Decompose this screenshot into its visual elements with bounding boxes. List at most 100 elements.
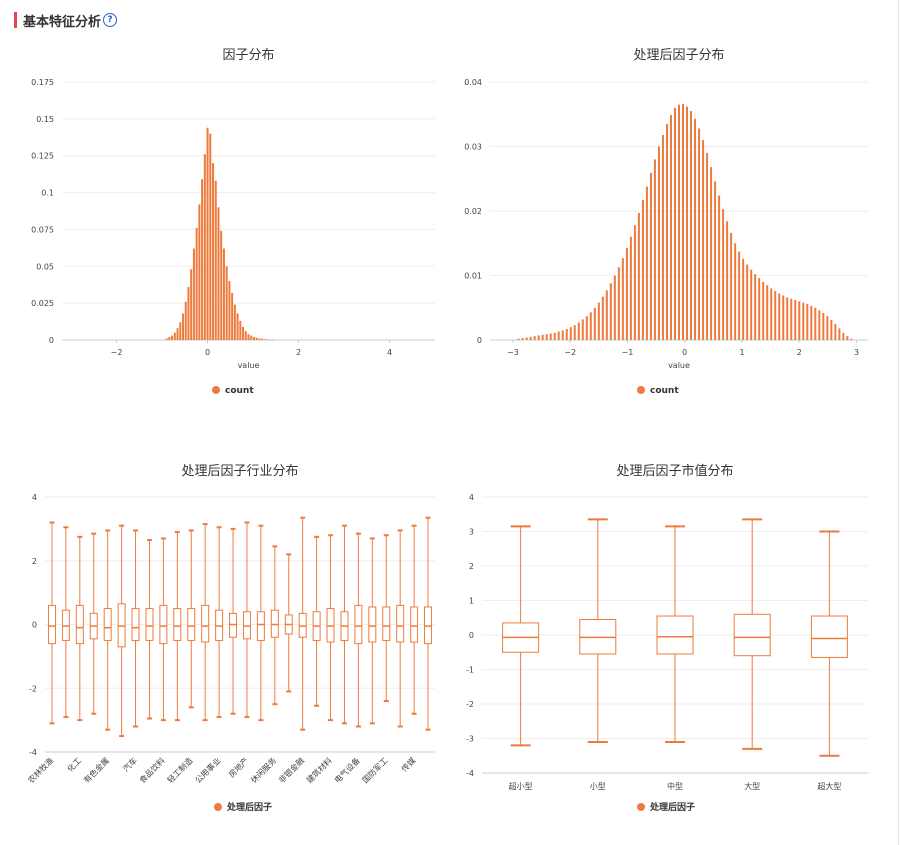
histogram-bar: [236, 313, 239, 340]
box-body: [159, 604, 168, 645]
x-tick-label: 0: [205, 348, 210, 357]
histogram-bar: [778, 293, 781, 340]
histogram-bar: [258, 338, 261, 340]
box-body: [187, 608, 196, 641]
y-tick-label: 0.04: [464, 78, 482, 87]
histogram-bar: [573, 325, 576, 340]
box-body: [424, 606, 433, 645]
histogram-bar: [184, 301, 187, 340]
histogram-bar: [653, 159, 656, 340]
histogram-bar: [581, 319, 584, 340]
histogram-bar: [195, 227, 198, 340]
x-tick-label: 休闲服务: [249, 755, 279, 785]
section-title: 基本特征分析: [23, 14, 102, 30]
x-tick-label: 房地产: [226, 755, 250, 779]
x-tick-label: 传媒: [399, 755, 417, 773]
histogram-bar: [605, 290, 608, 340]
histogram-bar: [272, 339, 275, 341]
histogram-bar: [529, 336, 532, 340]
histogram-bar: [173, 332, 176, 340]
histogram-bar: [192, 248, 195, 340]
histogram-bar: [665, 123, 668, 340]
box-body: [354, 604, 363, 645]
histogram-bar: [846, 336, 849, 340]
histogram-bar: [629, 236, 632, 340]
box-body: [117, 603, 126, 648]
histogram-bar: [750, 269, 753, 340]
y-tick-label: 0: [477, 336, 482, 345]
x-tick-label: 中型: [667, 781, 683, 791]
histogram-bar: [730, 232, 733, 340]
histogram-bar: [746, 264, 749, 340]
histogram-bar: [790, 298, 793, 340]
histogram-bar: [774, 290, 777, 340]
histogram-bar: [690, 111, 693, 341]
histogram-bar: [261, 338, 264, 340]
histogram-bar: [214, 180, 217, 340]
histogram-bar: [569, 327, 572, 340]
histogram-bar: [802, 302, 805, 340]
histogram-bar: [694, 118, 697, 340]
y-tick-label: 0.05: [36, 262, 54, 271]
histogram-bar: [762, 281, 765, 340]
x-tick-label: 轻工制造: [165, 755, 195, 785]
y-tick-label: 3: [469, 528, 474, 537]
histogram-bar: [577, 322, 580, 340]
histogram-bar: [222, 248, 225, 340]
box-body: [229, 612, 238, 638]
y-tick-label: -2: [29, 684, 37, 693]
histogram-bar: [269, 339, 272, 341]
y-tick-label: 0.01: [464, 272, 482, 281]
histogram-bar: [661, 134, 664, 340]
histogram-bar: [742, 258, 745, 340]
histogram-bar: [698, 128, 701, 340]
x-tick-label: −1: [622, 348, 634, 357]
box-body: [410, 606, 419, 643]
histogram-bar: [239, 320, 242, 340]
histogram-bar: [722, 209, 725, 340]
box-body: [298, 612, 307, 638]
histogram-bar: [589, 312, 592, 340]
y-tick-label: 4: [32, 493, 37, 502]
x-tick-label: 大型: [744, 781, 760, 791]
histogram-bar: [597, 302, 600, 340]
histogram-bar: [633, 225, 636, 340]
histogram-bar: [217, 207, 220, 340]
section-header: 基本特征分析 ?: [14, 10, 118, 30]
histogram-bar: [806, 303, 809, 340]
histogram-bar: [734, 243, 737, 340]
histogram-bar: [266, 339, 269, 341]
histogram-bar: [657, 146, 660, 340]
histogram-bar: [613, 275, 616, 340]
histogram-bar: [168, 337, 171, 340]
histogram-bar: [770, 288, 773, 340]
x-tick-label: 有色金属: [81, 755, 111, 785]
legend-marker: [637, 803, 645, 811]
histogram-bar: [686, 106, 689, 340]
y-tick-label: -4: [466, 769, 474, 778]
histogram-bar: [549, 333, 552, 340]
histogram-bar: [242, 326, 245, 340]
question-circle-icon[interactable]: ?: [103, 13, 118, 27]
histogram-bar: [678, 104, 680, 340]
box-body: [145, 608, 154, 641]
histogram-bar: [754, 274, 757, 340]
chart-title: 因子分布: [222, 48, 274, 63]
y-tick-label: -4: [29, 748, 37, 757]
histogram-bar: [525, 337, 528, 340]
histogram-bar: [203, 154, 206, 340]
y-tick-label: 0.1: [41, 189, 54, 198]
histogram-bar: [553, 332, 556, 340]
x-tick-label: 建筑材料: [304, 755, 334, 785]
box-body: [173, 608, 182, 641]
histogram-bar: [541, 334, 544, 340]
histogram-bar: [537, 335, 540, 340]
x-tick-label: 超大型: [817, 781, 841, 791]
box-body: [326, 608, 335, 643]
legend-label: count: [225, 386, 254, 396]
histogram-bar: [521, 338, 524, 340]
histogram-bar: [814, 307, 817, 340]
y-tick-label: -2: [466, 700, 474, 709]
histogram-bar: [669, 114, 672, 341]
